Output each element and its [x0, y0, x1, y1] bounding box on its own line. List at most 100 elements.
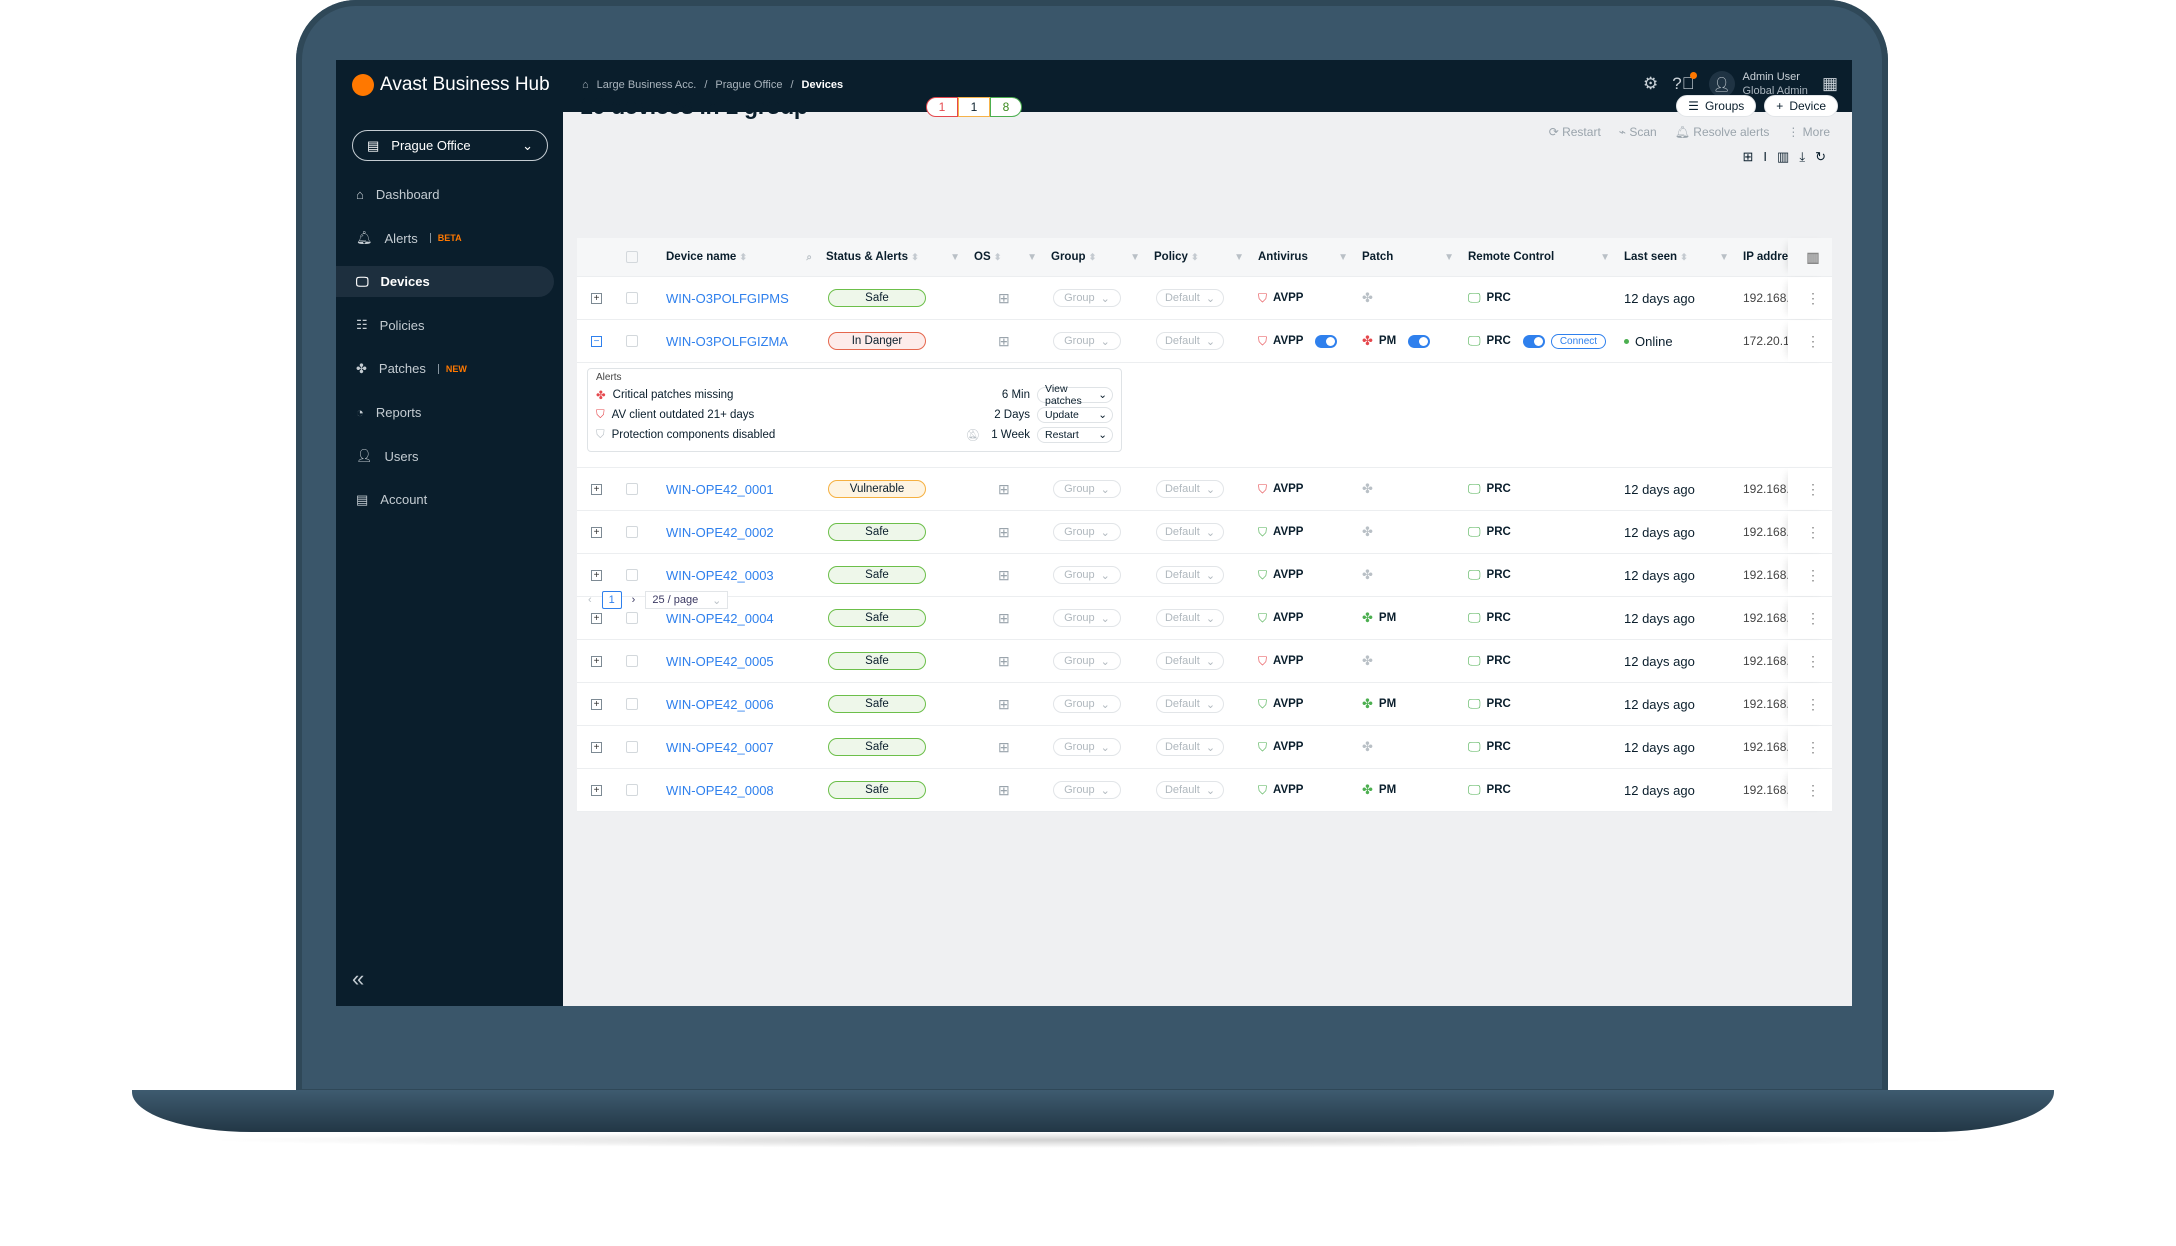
vulnerable-count[interactable]: 1: [958, 97, 990, 117]
antivirus-toggle[interactable]: [1315, 334, 1338, 348]
group-select[interactable]: Group ⌄: [1053, 738, 1121, 756]
table-row[interactable]: + WIN-OPE42_0003 Safe ⊞ Group ⌄ Default ⌄ …: [577, 554, 1832, 597]
scan-button[interactable]: ⌁ Scan: [1618, 125, 1657, 139]
table-row[interactable]: + WIN-OPE42_0008 Safe ⊞ Group ⌄ Default ⌄ …: [577, 769, 1832, 812]
filter-icon[interactable]: ▼: [1130, 251, 1140, 263]
expand-row-icon[interactable]: +: [591, 526, 602, 538]
filter-icon[interactable]: ▼: [1027, 251, 1037, 263]
group-select[interactable]: Group ⌄: [1053, 480, 1121, 498]
select-all-checkbox[interactable]: [626, 251, 638, 263]
row-menu-icon[interactable]: ⋮: [1788, 320, 1832, 362]
help-icon[interactable]: ?⃝: [1672, 72, 1697, 93]
row-menu-icon[interactable]: ⋮: [1788, 468, 1832, 510]
expand-row-icon[interactable]: +: [591, 655, 602, 667]
sidebar-item-alerts[interactable]: 🔔︎ Alerts BETA: [336, 223, 554, 254]
patch-toggle[interactable]: [1408, 334, 1431, 348]
sort-icon[interactable]: ⬍: [739, 252, 748, 262]
table-row[interactable]: + WIN-OPE42_0001 Vulnerable ⊞ Group ⌄ Def…: [577, 468, 1832, 511]
status-badge[interactable]: Vulnerable: [828, 480, 926, 498]
sidebar-item-dashboard[interactable]: ⌂ Dashboard: [336, 179, 554, 210]
device-name-link[interactable]: WIN-O3POLFGIZMA: [666, 333, 789, 349]
more-button[interactable]: ⋮ More: [1787, 125, 1830, 139]
filter-icon[interactable]: ▼: [1338, 251, 1348, 263]
group-select[interactable]: Group ⌄: [1053, 332, 1121, 350]
policy-select[interactable]: Default ⌄: [1156, 289, 1224, 307]
column-settings-icon[interactable]: ▥: [1788, 238, 1832, 276]
row-menu-icon[interactable]: ⋮: [1788, 640, 1832, 682]
status-badge[interactable]: In Danger: [828, 332, 926, 350]
row-menu-icon[interactable]: ⋮: [1788, 511, 1832, 553]
column-header[interactable]: Last seen ⬍ ▼: [1618, 251, 1737, 263]
row-checkbox[interactable]: [626, 741, 638, 753]
group-select[interactable]: Group ⌄: [1053, 652, 1121, 670]
table-row[interactable]: + WIN-OPE42_0007 Safe ⊞ Group ⌄ Default ⌄ …: [577, 726, 1832, 769]
search-icon[interactable]: ⌕: [806, 251, 812, 263]
expand-row-icon[interactable]: +: [591, 569, 602, 581]
filter-icon[interactable]: ▼: [950, 251, 960, 263]
table-row[interactable]: + WIN-OPE42_0006 Safe ⊞ Group ⌄ Default ⌄ …: [577, 683, 1832, 726]
column-header[interactable]: Status & Alerts ⬍ ▼: [820, 251, 968, 263]
table-row[interactable]: − WIN-O3POLFGIZMA In Danger ⊞ Group ⌄ Def…: [577, 320, 1832, 363]
device-name-link[interactable]: WIN-OPE42_0006: [666, 696, 774, 712]
filter-icon[interactable]: ▼: [1234, 251, 1244, 263]
groups-button[interactable]: ☰ Groups: [1676, 95, 1757, 117]
status-badge[interactable]: Safe: [828, 738, 926, 756]
sidebar-item-account[interactable]: ▤ Account: [336, 484, 554, 515]
group-select[interactable]: Group ⌄: [1053, 289, 1121, 307]
policy-select[interactable]: Default ⌄: [1156, 652, 1224, 670]
column-header[interactable]: IP addre: [1737, 251, 1788, 263]
expand-all-icon[interactable]: ⊞: [1742, 149, 1754, 164]
row-menu-icon[interactable]: ⋮: [1788, 683, 1832, 725]
table-row[interactable]: + WIN-OPE42_0004 Safe ⊞ Group ⌄ Default ⌄ …: [577, 597, 1832, 640]
sidebar-item-policies[interactable]: ☷ Policies: [336, 310, 554, 341]
sort-icon[interactable]: ⬍: [1680, 252, 1688, 262]
column-header[interactable]: Remote Control ▼: [1462, 251, 1618, 263]
column-header[interactable]: Device name ⬍ ⌕: [660, 251, 820, 263]
expand-row-icon[interactable]: +: [591, 292, 602, 304]
device-name-link[interactable]: WIN-OPE42_0008: [666, 782, 774, 798]
group-select[interactable]: Group ⌄: [1053, 523, 1121, 541]
status-badge[interactable]: Safe: [828, 609, 926, 627]
select-all[interactable]: [620, 251, 660, 263]
group-select[interactable]: Group ⌄: [1053, 566, 1121, 584]
group-select[interactable]: Group ⌄: [1053, 609, 1121, 627]
sidebar-item-patches[interactable]: ✤ Patches NEW: [336, 353, 554, 384]
danger-count[interactable]: 1: [926, 97, 958, 117]
add-device-button[interactable]: + Device: [1764, 95, 1838, 117]
device-name-link[interactable]: WIN-O3POLFGIPMS: [666, 290, 789, 306]
policy-select[interactable]: Default ⌄: [1156, 695, 1224, 713]
status-badge[interactable]: Safe: [828, 695, 926, 713]
alert-action-button[interactable]: View patches ⌄: [1037, 383, 1113, 407]
column-header[interactable]: Group ⬍ ▼: [1045, 251, 1148, 263]
row-checkbox[interactable]: [626, 335, 638, 347]
sort-icon[interactable]: ⬍: [1088, 252, 1097, 262]
row-checkbox[interactable]: [626, 784, 638, 796]
row-menu-icon[interactable]: ⋮: [1788, 277, 1832, 319]
row-menu-icon[interactable]: ⋮: [1788, 726, 1832, 768]
filter-icon[interactable]: ▼: [1719, 251, 1729, 263]
table-row[interactable]: + WIN-O3POLFGIPMS Safe ⊞ Group ⌄ Default ⌄…: [577, 277, 1832, 320]
user-menu[interactable]: 👤︎ Admin User Global Admin: [1708, 70, 1808, 98]
switch-company-icon[interactable]: ▦: [1821, 74, 1838, 93]
device-name-link[interactable]: WIN-OPE42_0005: [666, 653, 774, 669]
collapse-sidebar-icon[interactable]: «: [352, 966, 365, 991]
row-checkbox[interactable]: [626, 292, 638, 304]
policy-select[interactable]: Default ⌄: [1156, 480, 1224, 498]
status-badge[interactable]: Safe: [828, 566, 926, 584]
device-name-link[interactable]: WIN-OPE42_0002: [666, 524, 774, 540]
policy-select[interactable]: Default ⌄: [1156, 609, 1224, 627]
sidebar-item-devices[interactable]: 🖵 Devices: [336, 266, 554, 298]
alert-action-button[interactable]: Update ⌄: [1037, 407, 1113, 423]
filter-icon[interactable]: ▼: [1444, 251, 1454, 263]
device-name-link[interactable]: WIN-OPE42_0001: [666, 481, 774, 497]
breadcrumb-account[interactable]: Large Business Acc.: [596, 79, 697, 91]
safe-count[interactable]: 8: [990, 97, 1022, 117]
status-badge[interactable]: Safe: [828, 652, 926, 670]
group-select[interactable]: Group ⌄: [1053, 695, 1121, 713]
status-badge[interactable]: Safe: [828, 523, 926, 541]
sort-icon[interactable]: ⬍: [1191, 252, 1199, 262]
status-badge[interactable]: Safe: [828, 781, 926, 799]
expand-row-icon[interactable]: +: [591, 612, 602, 624]
page-size-select[interactable]: 25 / page ⌄: [645, 591, 729, 609]
collapse-row-icon[interactable]: −: [591, 335, 602, 347]
